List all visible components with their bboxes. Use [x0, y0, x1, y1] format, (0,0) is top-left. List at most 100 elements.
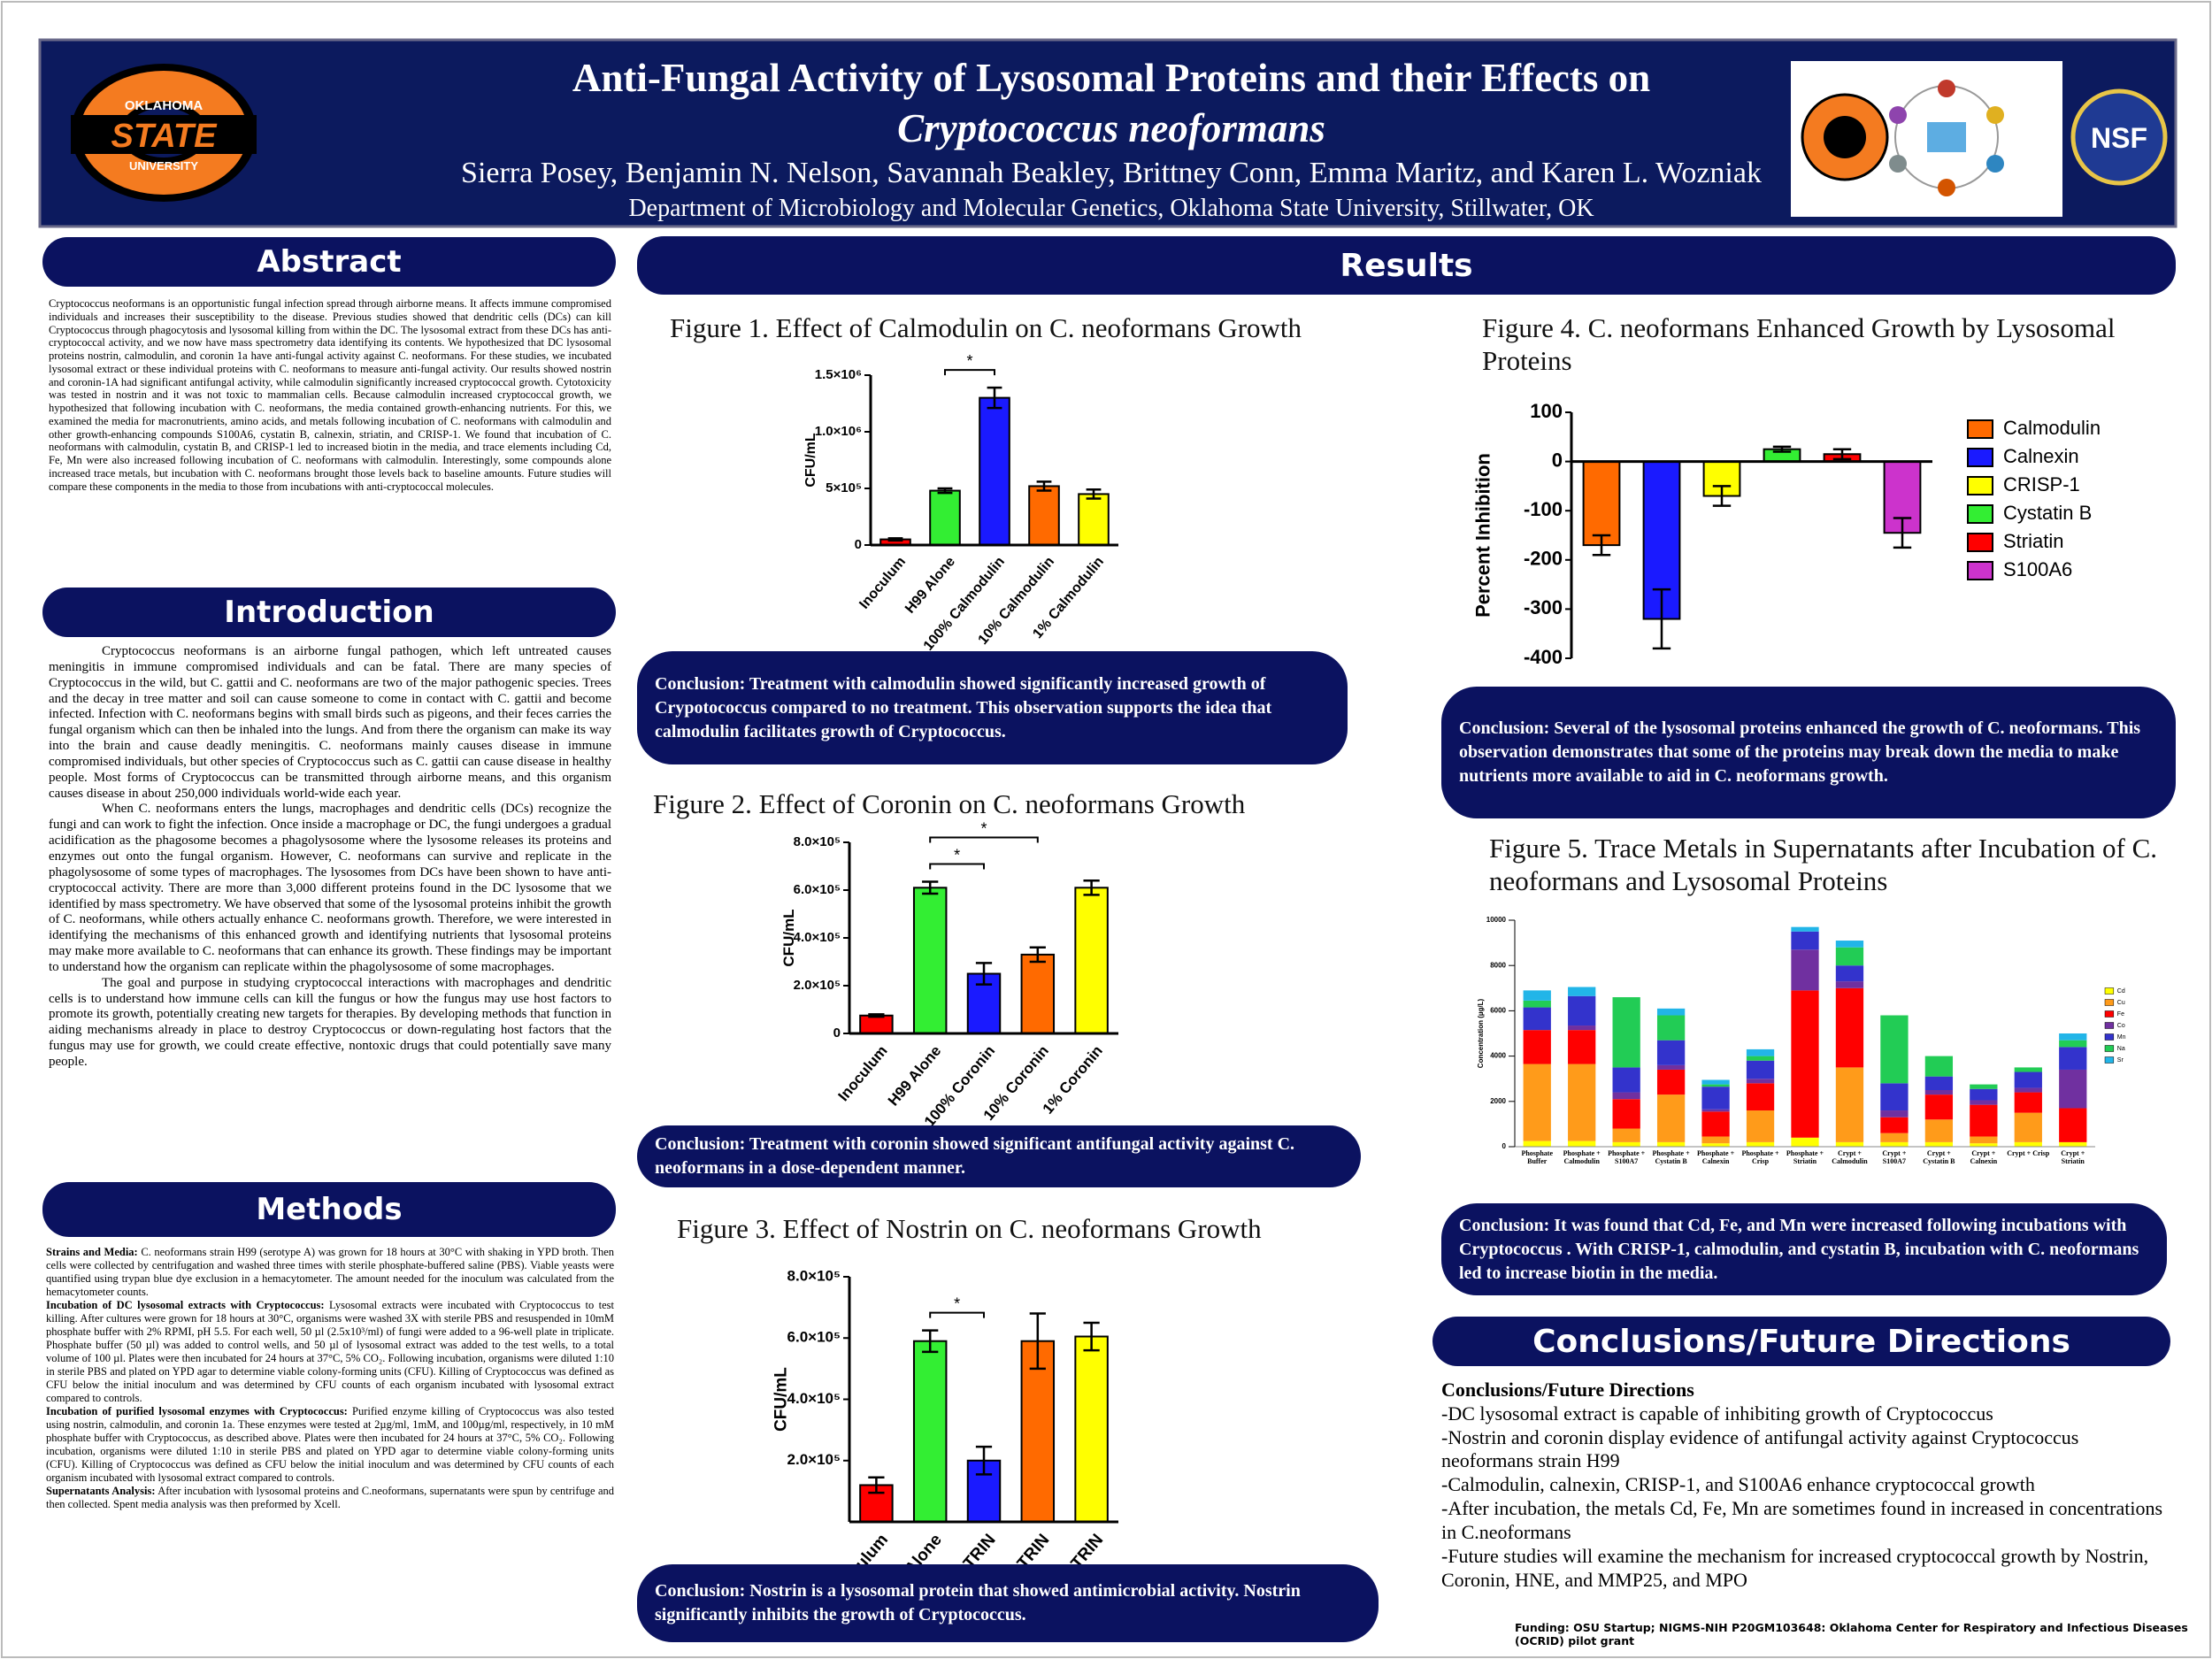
bar-segment — [1924, 1119, 1954, 1142]
methods-heading: Methods — [42, 1182, 616, 1237]
paragraph: Incubation of DC lysosomal extracts with… — [46, 1299, 614, 1405]
paragraph: Cryptococcus neoformans is an airborne f… — [49, 644, 611, 801]
legend-label: Co — [2117, 1023, 2125, 1029]
paragraph-label: Incubation of purified lysosomal enzymes… — [46, 1405, 348, 1417]
bar — [929, 489, 961, 546]
significance-label: * — [966, 352, 972, 370]
paragraph-label: Strains and Media: — [46, 1246, 138, 1258]
bar — [912, 1340, 948, 1524]
bar-segment — [1523, 1007, 1551, 1031]
header-text: Anti-Fungal Activity of Lysosomal Protei… — [301, 53, 1922, 225]
y-tick-label: 100 — [1530, 400, 1563, 422]
bar-segment — [1835, 1141, 1864, 1147]
x-tick-label: Crypt + Striatin — [2061, 1150, 2085, 1165]
bar — [1074, 1335, 1109, 1524]
bar-segment — [1880, 1117, 1909, 1133]
conclusion-item: -Calmodulin, calnexin, CRISP-1, and S100… — [1441, 1473, 2035, 1496]
x-tick-label: Crypt + Cystatin B — [1923, 1150, 1955, 1165]
bar-segment — [1656, 1040, 1686, 1065]
bar-segment — [1701, 1111, 1730, 1137]
error-bar — [1893, 517, 1912, 549]
legend-swatch — [1967, 504, 1993, 524]
bar-segment — [1746, 1083, 1775, 1111]
significance-bracket — [929, 836, 1039, 843]
y-tick-label: 1.0×10⁶ — [815, 424, 862, 439]
legend-swatch — [2104, 999, 2115, 1006]
y-tick-label: 0 — [1552, 449, 1563, 471]
bar-segment — [1835, 965, 1864, 982]
bar-segment — [1612, 1067, 1640, 1093]
partner-icon — [1938, 80, 1955, 97]
y-tick-label: -300 — [1524, 596, 1563, 618]
y-tick-label: 2.0×10⁵ — [794, 978, 841, 993]
affiliation: Department of Microbiology and Molecular… — [628, 195, 1594, 222]
paragraph: Supernatants Analysis: After incubation … — [46, 1485, 614, 1511]
figure-conclusion: Conclusion: Treatment with coronin showe… — [637, 1125, 1361, 1187]
y-tick-label: -200 — [1524, 548, 1563, 570]
legend-label: Cu — [2117, 1000, 2125, 1006]
x-tick-label-box: Phosphate Buffer — [1521, 1150, 1553, 1165]
paragraph-label: Incubation of DC lysosomal extracts with… — [46, 1299, 325, 1311]
bar-segment — [1880, 1133, 1909, 1142]
error-bar — [868, 1013, 885, 1018]
partner-map — [1927, 122, 1966, 152]
bar — [1020, 953, 1056, 1035]
y-axis-label: CFU/mL — [772, 1367, 791, 1432]
bar-segment — [1656, 1015, 1686, 1041]
logo-bottom-text: UNIVERSITY — [129, 159, 198, 173]
figure-title: Figure 2. Effect of Coronin on C. neofor… — [653, 788, 1246, 819]
legend-label: Cd — [2117, 988, 2125, 995]
abstract-text: Cryptococcus neoformans is an opportunis… — [49, 297, 611, 493]
paragraph-text: C. neoformans strain H99 (serotype A) wa… — [46, 1246, 615, 1298]
conclusion-item: -Nostrin and coronin display evidence of… — [1441, 1425, 2079, 1472]
bar-segment — [1924, 1056, 1954, 1077]
x-tick-label: Crypt + Calmodulin — [1832, 1150, 1868, 1165]
x-tick-label-box: Crypt + Calnexin — [1970, 1150, 1998, 1165]
error-bar — [1029, 1312, 1046, 1371]
error-bar — [937, 487, 953, 495]
bar-segment — [1701, 1079, 1730, 1085]
bar-segment — [1970, 1088, 1998, 1101]
bar-segment — [1701, 1136, 1730, 1144]
abstract-heading: Abstract — [42, 237, 616, 287]
x-tick-label: Crypt + Crisp — [2007, 1150, 2050, 1157]
error-bar — [1832, 448, 1852, 461]
x-tick-label-box: Phosphate + S100A7 — [1608, 1150, 1646, 1165]
significance-label: * — [954, 847, 960, 864]
error-bar — [922, 880, 939, 895]
x-tick-label-box: Crypt + S100A7 — [1882, 1150, 1906, 1165]
error-bar — [1772, 445, 1792, 453]
legend-label: Cystatin B — [2003, 502, 2092, 524]
bar-segment — [1568, 987, 1596, 996]
error-bar — [1083, 879, 1100, 896]
legend-label: Na — [2117, 1046, 2125, 1052]
y-tick-label: 1.5×10⁶ — [815, 367, 862, 382]
conclusion-item: -Future studies will examine the mechani… — [1441, 1544, 2149, 1591]
paragraph: Strains and Media: C. neoformans strain … — [46, 1246, 614, 1299]
bar-segment — [2014, 1112, 2042, 1142]
bar-segment — [1523, 990, 1551, 1001]
bar — [979, 396, 1010, 546]
error-bar — [1036, 480, 1052, 492]
x-tick-label: Phosphate + Calmodulin — [1563, 1150, 1601, 1165]
x-tick-label-box: Phosphate + Calmodulin — [1563, 1150, 1601, 1165]
y-tick-label: 6000 — [1490, 1007, 1506, 1015]
legend-swatch — [2104, 1056, 2115, 1064]
bar-segment — [1880, 1083, 1909, 1111]
y-tick-label: 8.0×10⁵ — [794, 834, 841, 849]
error-bar — [975, 962, 993, 986]
x-tick-label-box: Phosphate + Crisp — [1741, 1150, 1778, 1165]
legend-swatch — [1967, 476, 1993, 495]
x-tick-label: Phosphate + S100A7 — [1608, 1150, 1646, 1165]
bar — [912, 887, 948, 1034]
x-tick-label: H99 Alone — [902, 554, 958, 616]
y-tick-label: 2000 — [1490, 1097, 1506, 1105]
x-tick-label-box: Crypt + Crisp — [2007, 1150, 2050, 1157]
legend-label: Striatin — [2003, 530, 2063, 552]
bar-segment — [1746, 1056, 1775, 1061]
y-tick-label: 8.0×10⁵ — [787, 1267, 841, 1284]
conclusion-item: -After incubation, the metals Cd, Fe, Mn… — [1441, 1497, 2162, 1543]
